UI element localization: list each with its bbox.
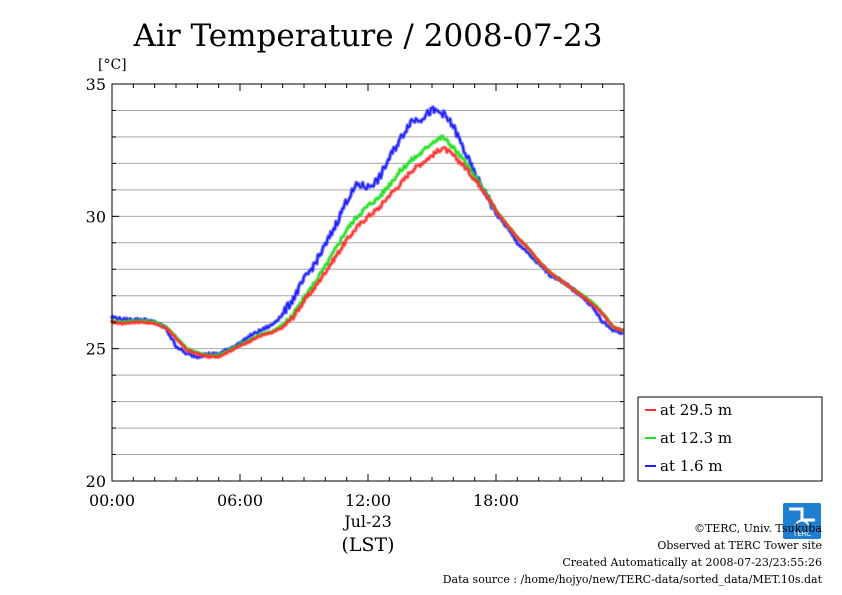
created-text: Created Automatically at 2008-07-23/23:5… <box>562 556 822 569</box>
y-tick-label: 25 <box>86 340 106 359</box>
terc-logo: TERC <box>783 503 821 539</box>
logo-text: TERC <box>792 530 811 538</box>
series-line-halo <box>110 145 625 360</box>
data-source-text: Data source : /home/hojyo/new/TERC-data/… <box>443 573 823 586</box>
plot-frame <box>111 83 625 482</box>
copyright-text: ©TERC, Univ. Tsukuba <box>694 522 822 535</box>
logo-mark-icon <box>789 507 815 522</box>
legend-label: at 1.6 m <box>660 457 723 475</box>
y-tick-label: 30 <box>86 207 106 226</box>
y-tick-label: 35 <box>86 75 106 94</box>
logo-drop-icon <box>794 519 810 526</box>
legend-label: at 29.5 m <box>660 401 732 419</box>
series-line <box>111 135 623 357</box>
legend: at 29.5 m at 12.3 m at 1.6 m <box>637 396 823 482</box>
site-text: Observed at TERC Tower site <box>657 539 822 552</box>
series-line-halo <box>110 134 625 358</box>
legend-label: at 12.3 m <box>660 429 732 447</box>
data-series <box>110 105 625 360</box>
x-axis-label: (LST) <box>341 534 394 556</box>
x-tick-label: 00:00 <box>89 491 135 510</box>
y-axis-ticks: 20 25 30 35 <box>86 75 624 491</box>
series-line <box>111 106 623 359</box>
series-line <box>111 146 623 359</box>
y-tick-label: 20 <box>86 472 106 491</box>
series-line-halo <box>110 105 625 360</box>
x-tick-label: 06:00 <box>217 491 263 510</box>
y-axis-unit: [°C] <box>98 57 127 73</box>
legend-box <box>637 396 823 482</box>
x-tick-label: 12:00 <box>345 491 391 510</box>
x-tick-label: 18:00 <box>473 491 519 510</box>
x-axis-ticks: 00:00 06:00 12:00 18:00 <box>89 84 625 510</box>
chart-title: Air Temperature / 2008-07-23 <box>133 18 603 54</box>
date-label: Jul-23 <box>342 512 392 531</box>
grid-lines <box>112 109 624 456</box>
